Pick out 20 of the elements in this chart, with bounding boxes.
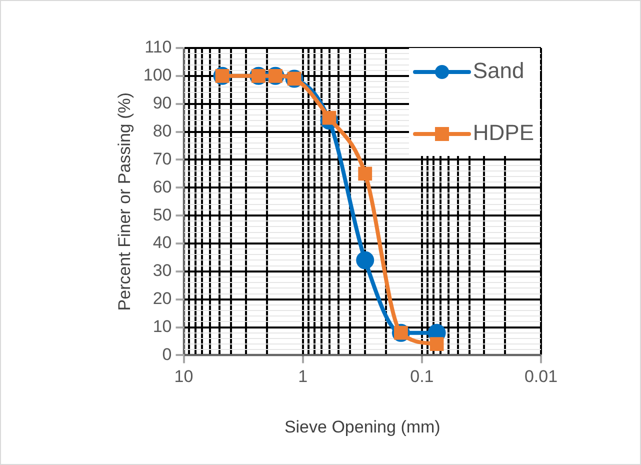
x-tick-label: 1 bbox=[298, 367, 308, 386]
y-tick-label: 10 bbox=[152, 316, 172, 336]
y-tick-label: 20 bbox=[152, 289, 172, 308]
legend-label: Sand bbox=[472, 58, 524, 83]
y-tick-label: 60 bbox=[152, 177, 172, 196]
y-tick-label: 70 bbox=[152, 149, 172, 168]
x-tick-label: 0.1 bbox=[410, 367, 434, 386]
y-axis-title: Percent Finer or Passing (%) bbox=[114, 92, 134, 311]
y-tick-label: 0 bbox=[162, 344, 172, 364]
x-tick-label: 0.01 bbox=[524, 367, 558, 386]
y-tick-label: 90 bbox=[152, 94, 172, 113]
y-tick-label: 80 bbox=[152, 121, 172, 140]
y-tick-label: 100 bbox=[143, 66, 172, 85]
legend-label: HDPE bbox=[472, 120, 534, 145]
y-tick-label: 50 bbox=[152, 205, 172, 224]
y-tick-label: 110 bbox=[144, 38, 172, 57]
y-tick-label: 40 bbox=[152, 233, 172, 252]
x-tick-label: 10 bbox=[174, 367, 194, 386]
y-tick-label: 30 bbox=[152, 261, 172, 280]
x-axis-title: Sieve Opening (mm) bbox=[284, 417, 440, 436]
